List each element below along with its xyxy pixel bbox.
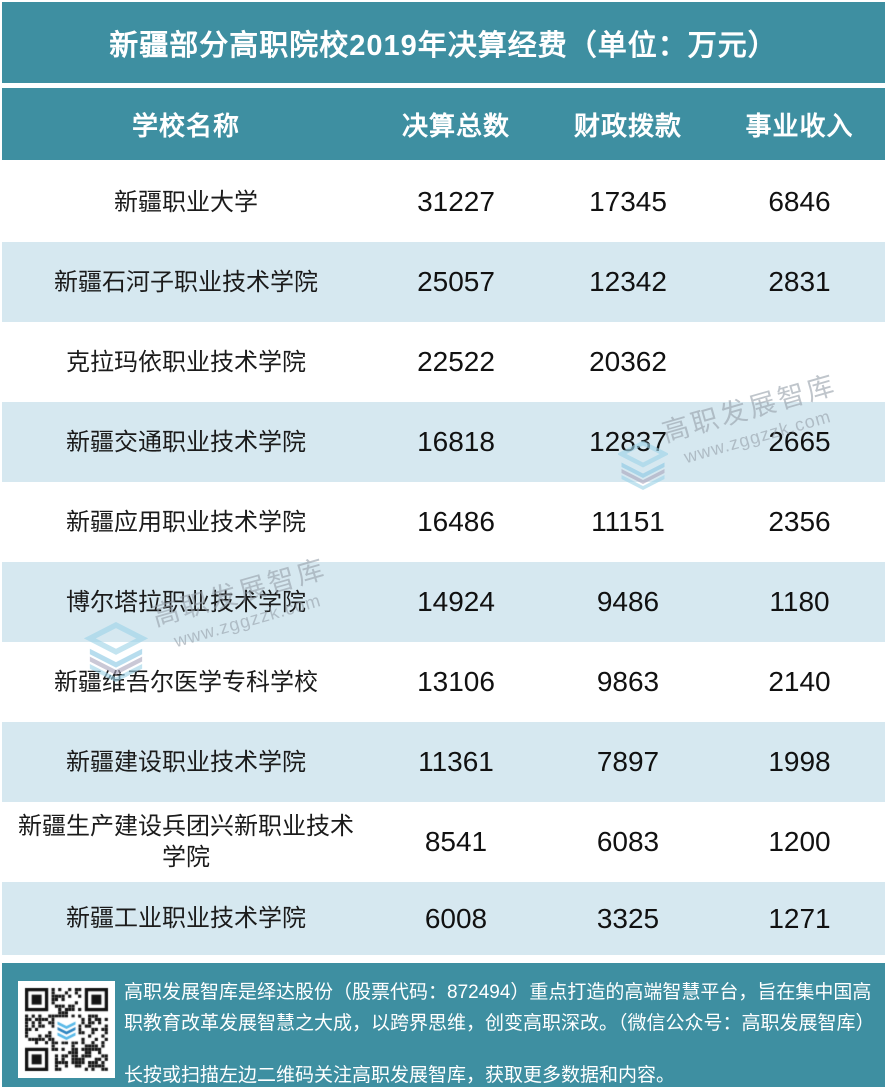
header-total-budget: 决算总数 xyxy=(401,110,510,141)
fiscal-allocation-cell: 6083 xyxy=(596,826,660,857)
table-row: 新疆维吾尔医学专科学校 13106 9863 2140 xyxy=(2,642,885,722)
business-income-cell: 6846 xyxy=(768,186,831,217)
business-income-cell: 1200 xyxy=(768,826,831,857)
fiscal-allocation-cell: 12342 xyxy=(589,266,667,297)
school-name-cell: 新疆石河子职业技术学院 xyxy=(54,268,318,296)
table-row: 新疆建设职业技术学院 11361 7897 1998 xyxy=(2,722,885,802)
school-name-cell: 新疆生产建设兵团兴新职业技术学院 xyxy=(18,813,354,871)
footer-texts: 高职发展智库是绎达股份（股票代码：872494）重点打造的高端智慧平台，旨在集中… xyxy=(124,977,879,1089)
business-income-cell: 2140 xyxy=(768,666,831,697)
school-name-cell: 博尔塔拉职业技术学院 xyxy=(66,588,306,616)
fiscal-allocation-cell: 7897 xyxy=(596,746,660,777)
fiscal-allocation-cell: 11151 xyxy=(591,506,665,537)
business-income-cell: 2665 xyxy=(768,426,831,457)
table-row: 新疆职业大学 31227 17345 6846 xyxy=(2,162,885,242)
total-budget-cell: 25057 xyxy=(417,266,495,297)
qr-code xyxy=(18,981,115,1078)
table-row: 新疆工业职业技术学院 6008 3325 1271 xyxy=(2,882,885,955)
table-body: 新疆职业大学 31227 17345 6846 新疆石河子职业技术学院 2505… xyxy=(2,162,885,955)
page-title: 新疆部分高职院校2019年决算经费（单位：万元） xyxy=(109,29,778,62)
business-income-cell: 1998 xyxy=(768,746,831,777)
footer-qr-hint-text: 长按或扫描左边二维码关注高职发展智库，获取更多数据和内容。 xyxy=(124,1065,676,1086)
business-income-cell: 2356 xyxy=(768,506,831,537)
school-name-cell: 克拉玛依职业技术学院 xyxy=(66,348,306,376)
table-row: 新疆石河子职业技术学院 25057 12342 2831 xyxy=(2,242,885,322)
fiscal-allocation-cell: 12837 xyxy=(589,426,667,457)
total-budget-cell: 8541 xyxy=(424,826,488,857)
table-row: 新疆生产建设兵团兴新职业技术学院 8541 6083 1200 xyxy=(2,802,885,882)
school-name-cell: 新疆职业大学 xyxy=(114,188,258,216)
table-row: 新疆交通职业技术学院 16818 12837 2665 xyxy=(2,402,885,482)
school-name-cell: 新疆应用职业技术学院 xyxy=(66,508,306,536)
total-budget-cell: 6008 xyxy=(424,902,488,934)
footer-banner: 高职发展智库是绎达股份（股票代码：872494）重点打造的高端智慧平台，旨在集中… xyxy=(2,963,885,1087)
fiscal-allocation-cell: 9486 xyxy=(596,586,660,617)
header-business-income: 事业收入 xyxy=(745,110,854,141)
school-name-cell: 新疆交通职业技术学院 xyxy=(66,428,306,456)
business-income-cell: 1271 xyxy=(768,902,831,934)
table-header-row: 学校名称 决算总数 财政拨款 事业收入 xyxy=(2,88,885,160)
school-name-cell: 新疆工业职业技术学院 xyxy=(66,905,306,932)
total-budget-cell: 11361 xyxy=(418,746,494,777)
table-row: 克拉玛依职业技术学院 22522 20362 xyxy=(2,322,885,402)
total-budget-cell: 16486 xyxy=(417,506,495,537)
school-name-cell: 新疆建设职业技术学院 xyxy=(66,748,306,776)
fiscal-allocation-cell: 20362 xyxy=(589,346,667,377)
school-name-cell: 新疆维吾尔医学专科学校 xyxy=(54,668,318,696)
header-school-name: 学校名称 xyxy=(131,110,240,141)
fiscal-allocation-cell: 9863 xyxy=(596,666,660,697)
footer-intro-text: 高职发展智库是绎达股份（股票代码：872494）重点打造的高端智慧平台，旨在集中… xyxy=(124,982,875,1034)
total-budget-cell: 14924 xyxy=(417,586,495,617)
header-fiscal-allocation: 财政拨款 xyxy=(573,110,682,141)
business-income-cell: 2831 xyxy=(768,266,831,297)
title-bar: 新疆部分高职院校2019年决算经费（单位：万元） xyxy=(2,2,885,83)
table-row: 新疆应用职业技术学院 16486 11151 2356 xyxy=(2,482,885,562)
table-row: 博尔塔拉职业技术学院 14924 9486 1180 xyxy=(2,562,885,642)
total-budget-cell: 13106 xyxy=(417,666,495,697)
total-budget-cell: 22522 xyxy=(417,346,495,377)
fiscal-allocation-cell: 3325 xyxy=(596,902,660,934)
total-budget-cell: 31227 xyxy=(417,186,495,217)
business-income-cell: 1180 xyxy=(769,586,830,617)
fiscal-allocation-cell: 17345 xyxy=(589,186,667,217)
total-budget-cell: 16818 xyxy=(417,426,495,457)
